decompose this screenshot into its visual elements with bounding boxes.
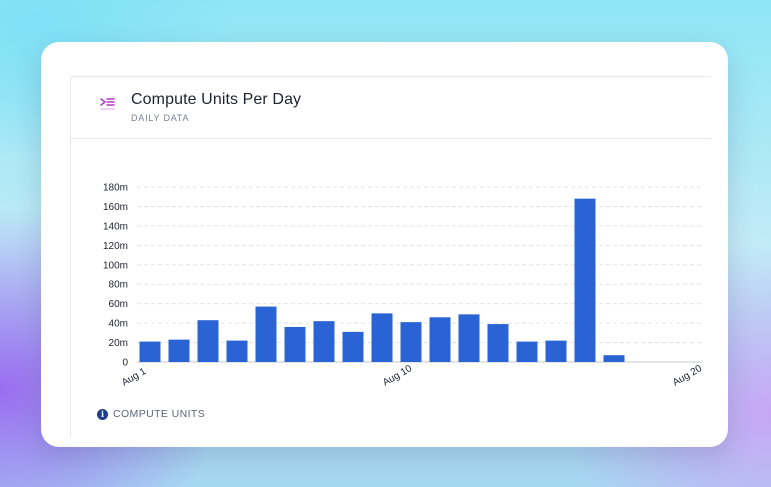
legend-label: COMPUTE UNITS [113,408,206,420]
bar-aug-15[interactable] [545,340,567,362]
chart-subtitle: DAILY DATA [131,113,190,123]
bar-aug-12[interactable] [458,314,480,362]
x-tick-label: Aug 1 [120,366,149,389]
bar-aug-4[interactable] [226,340,248,362]
bar-aug-5[interactable] [255,306,277,362]
bar-aug-16[interactable] [574,198,596,362]
x-tick-label: Aug 10 [381,363,414,389]
y-tick-label: 100m [103,260,128,271]
y-tick-label: 20m [109,338,128,349]
bar-aug-17[interactable] [603,355,625,362]
chart-panel: Compute Units Per Day DAILY DATA 0 20m 40m… [70,76,711,437]
y-tick-label: 180m [103,183,128,194]
bar-chart: 0 20m 40m 60m 80m 100m 120m 140m 160m 180m Aug 1 Au… [103,183,704,389]
info-icon: i [97,408,108,420]
bar-aug-7[interactable] [313,321,335,362]
bar-aug-6[interactable] [284,327,306,362]
list-indent-icon [99,95,117,113]
y-tick-label: 80m [109,280,128,291]
y-tick-label: 160m [103,202,128,213]
y-tick-label: 140m [103,221,128,232]
bar-aug-2[interactable] [168,339,190,362]
bar-aug-1[interactable] [139,341,161,362]
bar-aug-11[interactable] [429,317,451,362]
panel-header: Compute Units Per Day DAILY DATA [71,77,711,139]
chart-card: Compute Units Per Day DAILY DATA 0 20m 40m… [41,42,728,447]
y-tick-label: 0 [122,358,128,369]
y-tick-label: 120m [103,241,128,252]
bar-aug-13[interactable] [487,324,509,362]
bar-aug-3[interactable] [197,320,219,362]
y-tick-label: 60m [109,299,128,310]
bar-aug-10[interactable] [400,322,422,362]
chart-title: Compute Units Per Day [131,91,302,108]
bar-aug-8[interactable] [342,331,364,362]
bar-aug-9[interactable] [371,313,393,362]
legend[interactable]: i COMPUTE UNITS [97,408,205,420]
bar-aug-14[interactable] [516,341,538,362]
x-tick-label: Aug 20 [671,363,704,389]
y-tick-label: 40m [109,319,128,330]
